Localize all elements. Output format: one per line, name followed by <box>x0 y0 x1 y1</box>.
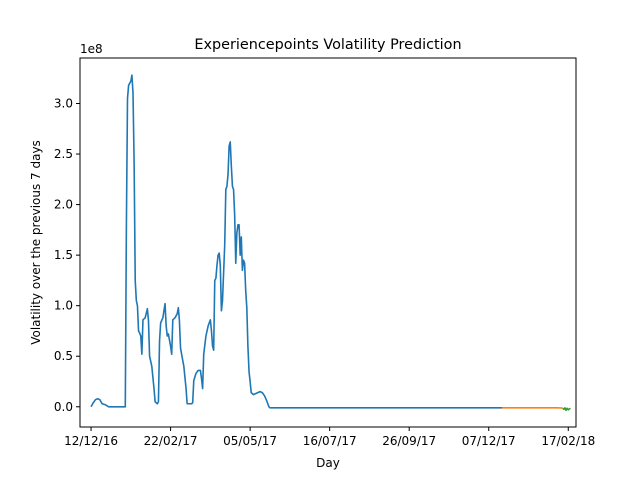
x-tick-label: 05/05/17 <box>223 434 277 448</box>
x-axis-ticks: 12/12/16 22/02/17 05/05/17 16/07/17 26/09/17… <box>64 427 595 448</box>
y-offset-label: 1e8 <box>80 42 103 56</box>
x-axis-label: Day <box>316 456 340 470</box>
y-tick-label: 1.5 <box>54 248 73 262</box>
x-tick-label: 22/02/17 <box>144 434 198 448</box>
series-line-1 <box>90 74 502 409</box>
x-tick-label: 17/02/18 <box>541 434 595 448</box>
x-tick-label: 07/12/17 <box>462 434 516 448</box>
y-tick-label: 2.0 <box>54 198 73 212</box>
x-tick-label: 16/07/17 <box>303 434 357 448</box>
plot-frame <box>79 57 577 428</box>
y-tick-label: 0.0 <box>54 400 73 414</box>
y-tick-label: 1.0 <box>54 299 73 313</box>
series-line-3 <box>562 406 571 412</box>
x-tick-label: 26/09/17 <box>382 434 436 448</box>
y-axis-ticks: 0.0 0.5 1.0 1.5 2.0 2.5 3.0 <box>54 96 80 414</box>
series-lines <box>90 74 571 412</box>
x-tick-label: 12/12/16 <box>64 434 118 448</box>
y-tick-label: 3.0 <box>54 96 73 110</box>
y-axis-label: Volatility over the previous 7 days <box>29 140 43 345</box>
y-tick-label: 2.5 <box>54 147 73 161</box>
y-tick-label: 0.5 <box>54 349 73 363</box>
chart-title: Experiencepoints Volatility Prediction <box>194 37 461 53</box>
